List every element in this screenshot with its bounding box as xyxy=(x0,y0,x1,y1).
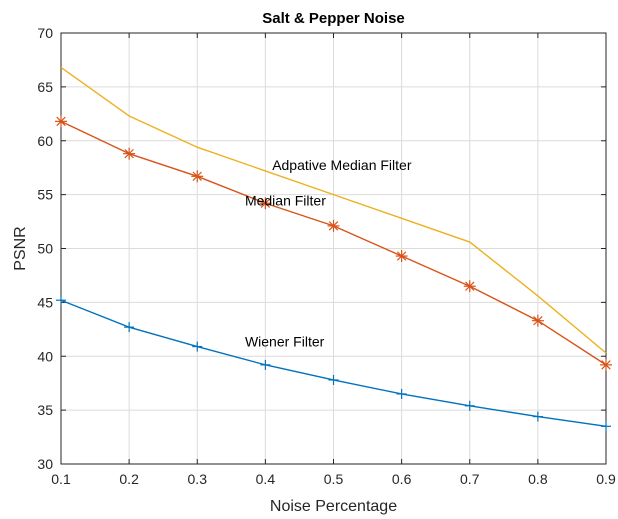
x-tick-label: 0.8 xyxy=(528,471,548,487)
series-2 xyxy=(55,115,612,371)
series-1 xyxy=(56,295,611,432)
x-tick-label: 0.9 xyxy=(596,471,616,487)
y-tick-label: 45 xyxy=(37,294,53,310)
x-tick-label: 0.6 xyxy=(392,471,412,487)
axis-ticks: 0.1 0.2 0.3 0.4 0.5 0.6 0.7 0.8 0.9 30 35 40 45 50 55 6… xyxy=(37,25,616,487)
asterisk-marker xyxy=(395,250,408,263)
asterisk-marker xyxy=(259,197,272,210)
plus-marker xyxy=(124,322,135,333)
asterisk-marker xyxy=(463,280,476,293)
asterisk-marker xyxy=(191,170,204,183)
x-tick-label: 0.7 xyxy=(460,471,480,487)
annotations: Adpative Median Filter Median Filter Wiene… xyxy=(245,157,412,350)
plus-marker xyxy=(464,400,475,411)
plus-marker xyxy=(56,295,66,306)
annotation-label: Adpative Median Filter xyxy=(272,157,412,173)
annotation-label: Wiener Filter xyxy=(245,334,325,350)
x-tick-label: 0.5 xyxy=(324,471,344,487)
asterisk-marker xyxy=(123,147,136,160)
marker-stroke xyxy=(328,221,339,231)
asterisk-marker xyxy=(531,314,544,327)
annotation-label: Median Filter xyxy=(245,192,326,208)
marker-stroke xyxy=(192,171,202,182)
y-tick-label: 40 xyxy=(37,348,53,364)
grid xyxy=(60,32,607,465)
x-tick-label: 0.1 xyxy=(51,471,71,487)
y-tick-label: 70 xyxy=(37,25,53,41)
marker-stroke xyxy=(533,315,543,326)
marker-stroke xyxy=(56,116,66,127)
y-tick-label: 65 xyxy=(37,79,53,95)
asterisk-marker xyxy=(55,115,67,128)
plus-marker xyxy=(396,388,407,399)
marker-stroke xyxy=(465,281,475,291)
y-tick-label: 50 xyxy=(37,241,53,257)
marker-stroke xyxy=(601,360,611,370)
asterisk-marker xyxy=(327,219,340,232)
x-tick-label: 0.2 xyxy=(119,471,139,487)
chart-title: Salt & Pepper Noise xyxy=(262,10,405,27)
y-tick-label: 60 xyxy=(37,133,53,149)
series-3 xyxy=(60,66,607,354)
x-axis-label: Noise Percentage xyxy=(270,498,397,515)
plus-marker xyxy=(601,421,611,432)
plus-marker xyxy=(260,359,271,370)
y-tick-label: 30 xyxy=(37,456,53,472)
asterisk-marker xyxy=(600,358,612,371)
plus-marker xyxy=(192,341,203,352)
marker-stroke xyxy=(124,148,134,159)
x-tick-label: 0.4 xyxy=(256,471,276,487)
y-tick-label: 55 xyxy=(37,187,53,203)
x-tick-label: 0.3 xyxy=(188,471,208,487)
y-tick-label: 35 xyxy=(37,402,53,418)
plus-marker xyxy=(532,411,543,422)
series-line xyxy=(60,66,607,354)
plus-marker xyxy=(328,374,339,385)
marker-stroke xyxy=(260,198,271,208)
marker-stroke xyxy=(396,251,407,261)
y-axis-label: PSNR xyxy=(12,226,29,270)
series-layer xyxy=(55,66,612,432)
